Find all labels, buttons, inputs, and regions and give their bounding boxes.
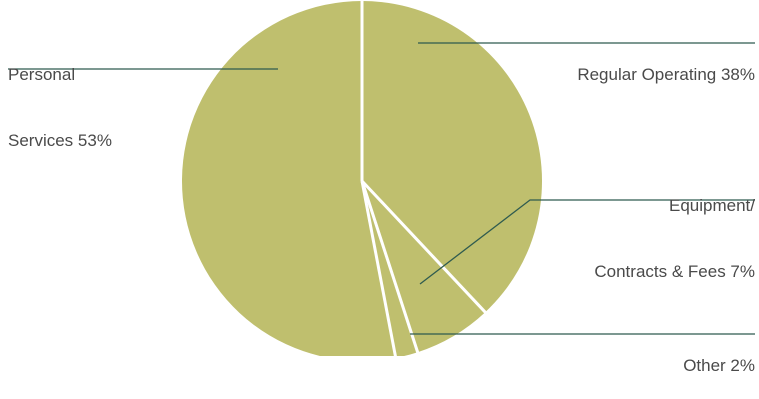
pie-slice-equipment-contracts-fees — [362, 181, 486, 353]
slice-separator — [360, 180, 397, 356]
label-equipment-line1: Equipment/ — [669, 196, 755, 215]
slice-separator — [360, 180, 420, 354]
pie-chart — [8, 0, 755, 356]
label-personal-line2: Services 53% — [8, 131, 112, 150]
pie-slice-regular-operating — [362, 1, 542, 313]
label-regular-operating: Regular Operating 38% — [577, 20, 755, 108]
label-equipment-contracts-fees: Equipment/ Contracts & Fees 7% — [594, 151, 755, 305]
label-other: Other 2% — [683, 311, 755, 399]
label-other-line1: Other 2% — [683, 356, 755, 375]
label-regular-line1: Regular Operating 38% — [577, 65, 755, 84]
pie-slice-personal-services — [182, 1, 396, 356]
label-equipment-line2: Contracts & Fees 7% — [594, 262, 755, 281]
label-personal-line1: Personal — [8, 65, 76, 84]
slice-separator — [360, 179, 487, 314]
leader-equipment — [419, 199, 755, 285]
label-personal-services: Personal Services 53% — [8, 20, 112, 174]
